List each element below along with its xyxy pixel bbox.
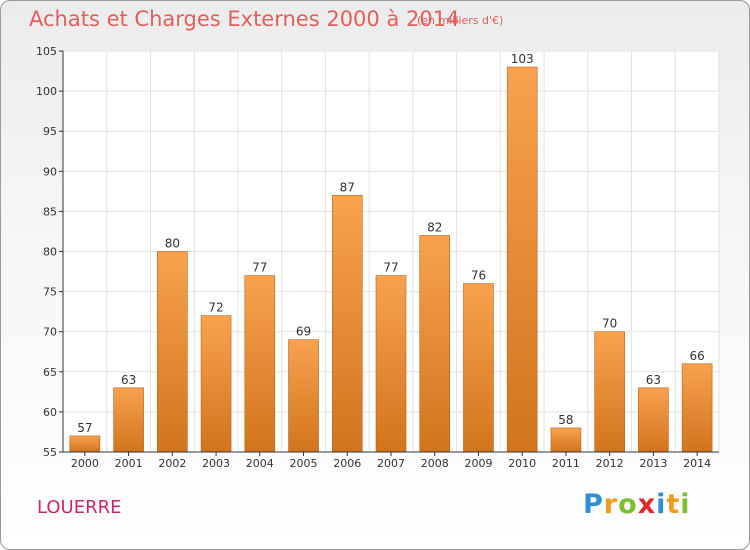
y-tick-label: 90 — [43, 165, 57, 178]
x-tick-label: 2000 — [71, 457, 99, 470]
y-tick-label: 80 — [43, 246, 57, 259]
x-tick-label: 2009 — [464, 457, 492, 470]
x-tick-label: 2008 — [421, 457, 449, 470]
bar[interactable] — [69, 435, 101, 453]
logo-letter: i — [680, 489, 691, 520]
chart-title: Achats et Charges Externes 2000 à 2014 — [29, 7, 460, 31]
data-label: 70 — [602, 317, 617, 331]
data-label: 80 — [165, 237, 180, 251]
logo-letter: r — [603, 489, 619, 520]
y-tick-label: 100 — [36, 85, 57, 98]
data-label: 77 — [252, 261, 267, 275]
bar[interactable] — [200, 315, 232, 453]
logo-letter: x — [637, 489, 657, 520]
data-label: 63 — [121, 373, 136, 387]
x-tick-label: 2003 — [202, 457, 230, 470]
x-tick-label: 2001 — [115, 457, 143, 470]
data-label: 58 — [558, 413, 573, 427]
data-label: 87 — [340, 180, 355, 194]
bar[interactable] — [506, 66, 538, 453]
y-tick-label: 105 — [36, 45, 57, 58]
data-label: 76 — [471, 269, 486, 283]
bar[interactable] — [157, 251, 188, 453]
bar[interactable] — [375, 275, 407, 453]
data-label: 82 — [427, 220, 442, 234]
logo-letter: P — [583, 489, 604, 520]
commune-name: LOUERRE — [37, 497, 122, 518]
x-tick-label: 2014 — [683, 457, 711, 470]
y-tick-label: 65 — [43, 366, 57, 379]
chart-subtitle: (en milliers d'€) — [417, 14, 504, 27]
proxiti-logo[interactable]: Proxiti — [583, 489, 691, 520]
bar[interactable] — [113, 387, 144, 453]
bar[interactable] — [638, 387, 669, 453]
bar[interactable] — [550, 427, 582, 453]
data-label: 69 — [296, 325, 311, 339]
logo-letter: o — [618, 489, 638, 520]
logo-letter: i — [656, 489, 667, 520]
y-tick-label: 75 — [43, 286, 57, 299]
x-tick-label: 2010 — [508, 457, 536, 470]
x-tick-label: 2007 — [377, 457, 405, 470]
data-label: 103 — [511, 52, 534, 66]
x-tick-label: 2011 — [552, 457, 580, 470]
x-tick-label: 2012 — [596, 457, 624, 470]
y-tick-label: 55 — [43, 446, 57, 459]
bar[interactable] — [681, 363, 713, 453]
bar[interactable] — [288, 339, 319, 453]
data-label: 72 — [208, 301, 223, 315]
x-tick-label: 2004 — [246, 457, 274, 470]
y-tick-label: 70 — [43, 326, 57, 339]
x-tick-label: 2002 — [158, 457, 186, 470]
y-tick-label: 95 — [43, 125, 57, 138]
y-tick-label: 85 — [43, 205, 57, 218]
data-label: 57 — [77, 421, 92, 435]
bar[interactable] — [463, 283, 494, 453]
logo-letter: t — [666, 489, 681, 520]
data-label: 66 — [689, 349, 704, 363]
bar[interactable] — [331, 195, 363, 453]
bar[interactable] — [244, 275, 276, 453]
x-tick-label: 2006 — [333, 457, 361, 470]
x-tick-label: 2005 — [290, 457, 318, 470]
y-tick-label: 60 — [43, 406, 57, 419]
data-label: 77 — [383, 261, 398, 275]
bar[interactable] — [419, 235, 451, 453]
bar[interactable] — [594, 331, 625, 453]
data-label: 63 — [646, 373, 661, 387]
x-tick-label: 2013 — [639, 457, 667, 470]
